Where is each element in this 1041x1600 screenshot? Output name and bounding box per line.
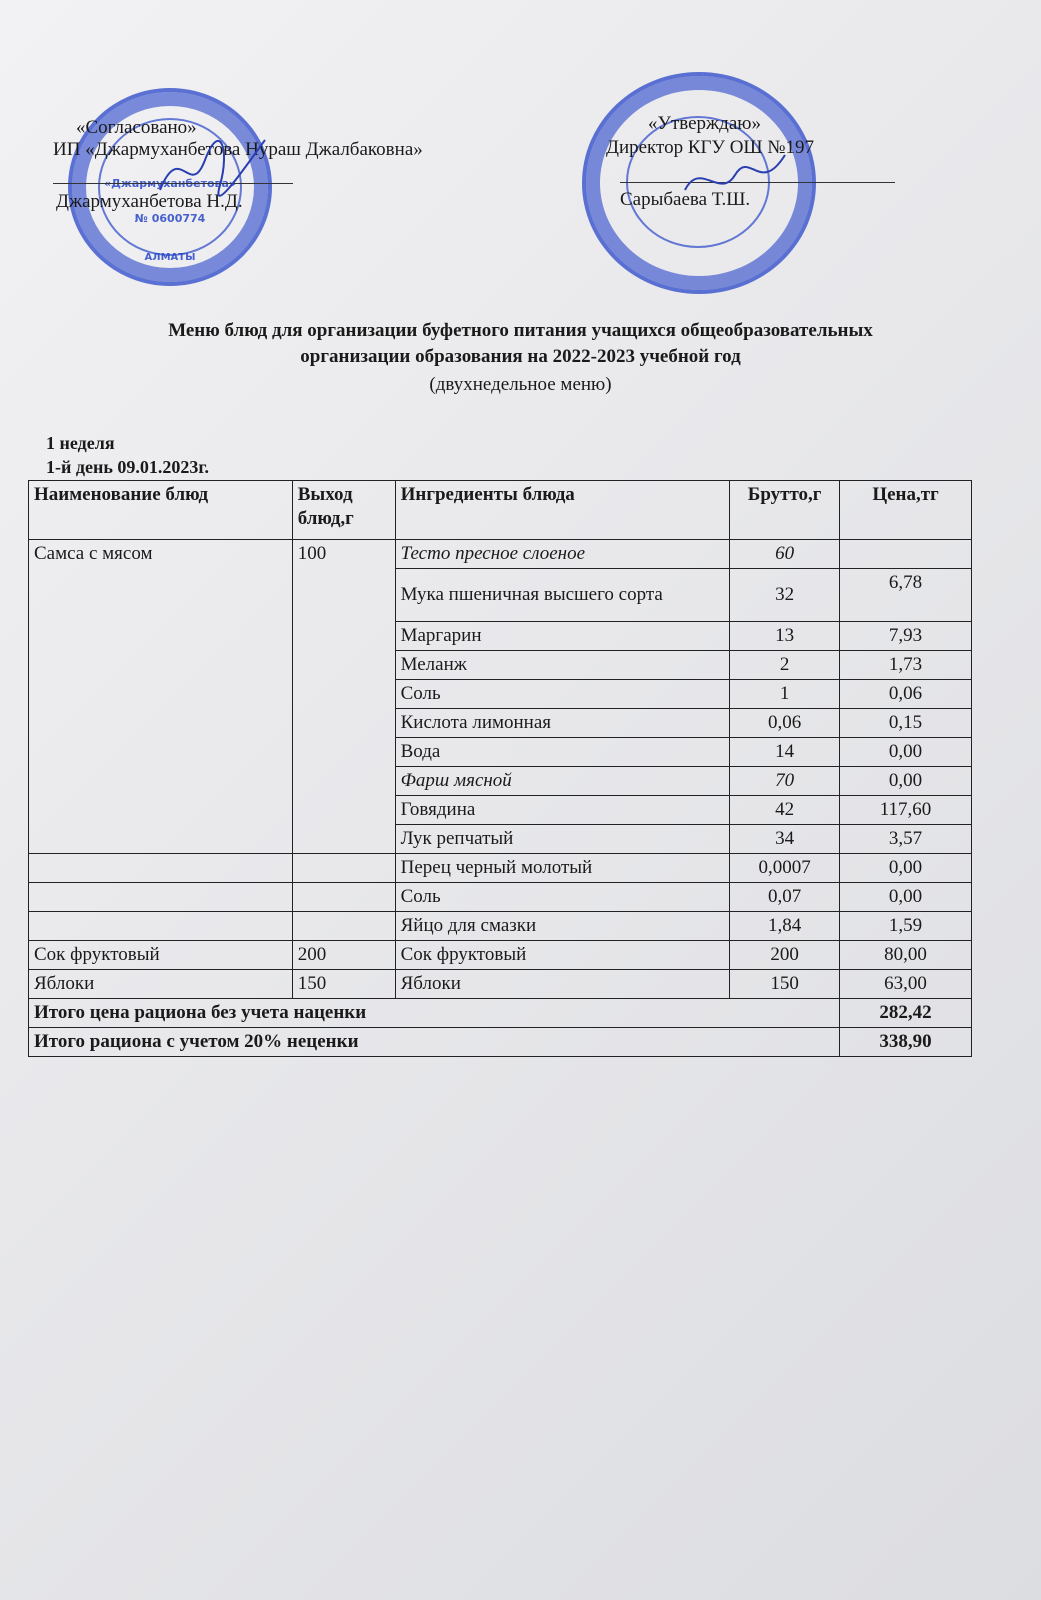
table-row: Маргарин 13 7,93 — [29, 621, 972, 651]
approval-left-org: ИП «Джармуханбетова Нураш Джалбаковна» — [53, 139, 423, 160]
cell-dish — [28, 853, 293, 883]
approval-left-label: «Согласовано» — [76, 117, 197, 138]
cell-yield — [291, 911, 396, 941]
cell-brutto: 1,84 — [729, 911, 841, 941]
cell-price — [839, 539, 972, 569]
cell-brutto: 2 — [729, 650, 841, 680]
stamp-left: «Джармуханбетова» № 0600774 АЛМАТЫ — [68, 88, 272, 286]
cell-price: 117,60 — [839, 795, 972, 825]
week-label: 1 неделя — [46, 433, 115, 453]
cell-dish — [28, 911, 293, 941]
approval-right-label: «Утверждаю» — [648, 113, 761, 134]
table-row: Сок фруктовый 200 Сок фруктовый 200 80,00 — [28, 940, 972, 970]
cell-ingredient: Лук репчатый — [394, 824, 731, 854]
cell-brutto: 0,06 — [729, 708, 841, 738]
cell-price: 0,00 — [839, 737, 972, 767]
header-price: Цена,тг — [839, 480, 972, 540]
table-row: Яблоки 150 Яблоки 150 63,00 — [28, 969, 972, 999]
signature-line-left — [53, 183, 293, 184]
header-ingredients: Ингредиенты блюда — [394, 480, 731, 540]
cell-price: 0,06 — [839, 679, 972, 709]
cell-brutto: 150 — [729, 969, 841, 999]
cell-ingredient: Вода — [394, 737, 731, 767]
approval-right-signatory: Сарыбаева Т.Ш. — [620, 189, 751, 210]
cell-brutto: 1 — [729, 679, 841, 709]
cell-yield — [291, 882, 396, 912]
cell-price: 1,59 — [839, 911, 972, 941]
cell-yield: 100 — [291, 539, 396, 854]
header-brutto: Брутто,г — [729, 480, 841, 540]
cell-price: 7,93 — [839, 621, 972, 651]
cell-brutto: 42 — [729, 795, 841, 825]
cell-price: 0,15 — [839, 708, 972, 738]
cell-ingredient: Яблоки — [394, 969, 731, 999]
cell-price: 63,00 — [839, 969, 972, 999]
cell-dish — [28, 882, 293, 912]
cell-price: 0,00 — [839, 853, 972, 883]
cell-brutto: 34 — [729, 824, 841, 854]
cell-ingredient: Говядина — [394, 795, 731, 825]
cell-ingredient: Перец черный молотый — [394, 853, 731, 883]
total-markup-value: 338,90 — [839, 1027, 972, 1057]
table-row: Фарш мясной 70 0,00 — [29, 766, 972, 796]
cell-brutto: 14 — [729, 737, 841, 767]
table-row: Яйцо для смазки 1,84 1,59 — [28, 911, 972, 941]
signature-left — [159, 139, 266, 197]
table-row: Соль 1 0,06 — [29, 679, 972, 709]
cell-ingredient: Мука пшеничная высшего сорта — [394, 568, 731, 622]
cell-brutto: 200 — [729, 940, 841, 970]
document-title-line2: организации образования на 2022-2023 уче… — [300, 346, 741, 367]
total-value: 282,42 — [839, 998, 972, 1028]
cell-brutto: 60 — [729, 539, 841, 569]
table-row: Кислота лимонная 0,06 0,15 — [29, 708, 972, 738]
cell-dish: Самса с мясом — [28, 539, 293, 854]
cell-dish: Яблоки — [28, 969, 293, 999]
total-markup-label: Итого рациона с учетом 20% неценки — [27, 1027, 841, 1057]
table-row: Перец черный молотый 0,0007 0,00 — [28, 853, 972, 883]
table-row: Меланж 2 1,73 — [29, 650, 972, 680]
cell-ingredient: Тесто пресное слоеное — [394, 539, 731, 569]
table-row: Самса с мясом 100 Тесто пресное слоеное 60 — [28, 539, 972, 854]
cell-brutto: 0,0007 — [729, 853, 841, 883]
cell-dish: Сок фруктовый — [28, 940, 293, 970]
cell-price: 0,00 — [839, 766, 972, 796]
cell-price: 1,73 — [839, 650, 972, 680]
approval-left-signatory: Джармуханбетова Н.Д. — [56, 191, 243, 212]
cell-price: 80,00 — [839, 940, 972, 970]
cell-ingredient: Сок фруктовый — [394, 940, 731, 970]
signature-line-right — [620, 182, 895, 183]
header-dish: Наименование блюд — [28, 480, 293, 540]
cell-brutto: 70 — [729, 766, 841, 796]
table-row: Вода 14 0,00 — [29, 737, 972, 767]
cell-ingredient: Маргарин — [394, 621, 731, 651]
cell-brutto: 0,07 — [729, 882, 841, 912]
cell-ingredient: Яйцо для смазки — [394, 911, 731, 941]
cell-yield: 200 — [291, 940, 396, 970]
document-title-line1: Меню блюд для организации буфетного пита… — [168, 320, 873, 341]
cell-price: 3,57 — [839, 824, 972, 854]
header-yield: Выход блюд,г — [291, 480, 396, 540]
cell-ingredient: Кислота лимонная — [394, 708, 731, 738]
day-label: 1-й день 09.01.2023г. — [46, 457, 209, 477]
cell-yield: 150 — [291, 969, 396, 999]
total-label: Итого цена рациона без учета наценки — [27, 998, 841, 1028]
cell-brutto: 13 — [729, 621, 841, 651]
cell-brutto: 32 — [729, 568, 841, 622]
menu-table: Наименование блюд Выход блюд,г Ингредиен… — [27, 480, 972, 1057]
table-row: Лук репчатый 34 3,57 — [29, 824, 972, 854]
table-row: Мука пшеничная высшего сорта 32 6,78 — [29, 568, 972, 622]
cell-price: 0,00 — [839, 882, 972, 912]
table-row: Соль 0,07 0,00 — [28, 882, 972, 912]
document-subtitle: (двухнедельное меню) — [429, 374, 612, 395]
cell-ingredient: Фарш мясной — [394, 766, 731, 796]
signature-right — [684, 154, 786, 191]
approval-right-position: Директор КГУ ОШ №197 — [606, 137, 814, 158]
cell-yield — [291, 853, 396, 883]
cell-ingredient: Соль — [394, 882, 731, 912]
cell-ingredient: Меланж — [394, 650, 731, 680]
cell-price: 6,78 — [839, 568, 972, 622]
cell-ingredient: Соль — [394, 679, 731, 709]
